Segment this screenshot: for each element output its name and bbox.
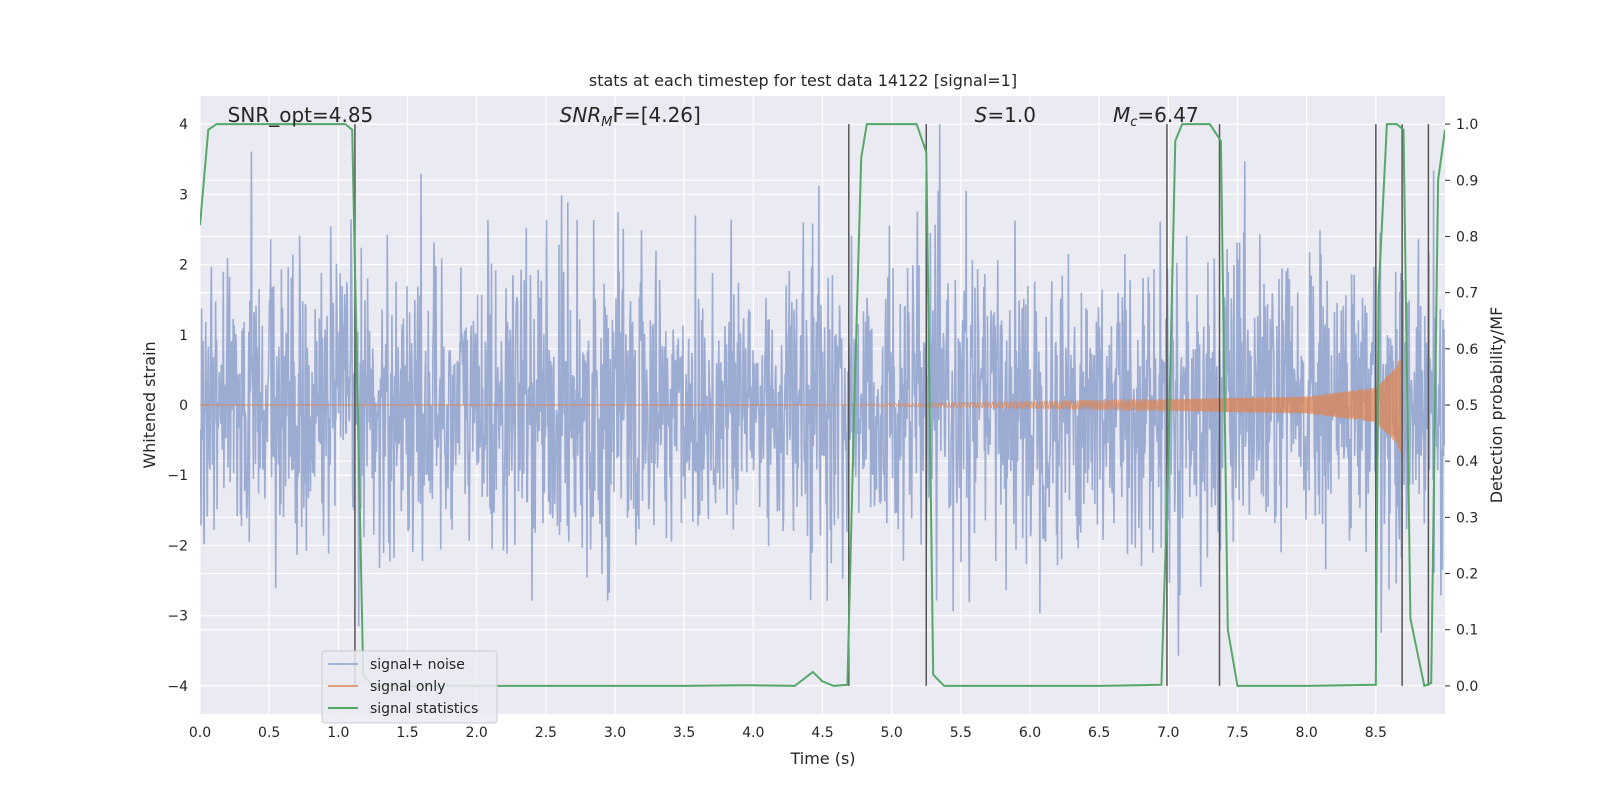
y-left-tick-label: 3 [179, 187, 188, 203]
x-tick-label: 0.5 [258, 725, 280, 741]
x-tick-label: 2.5 [535, 725, 557, 741]
y-right-tick-label: 0.6 [1456, 342, 1478, 358]
y-right-tick-label: 0.8 [1456, 229, 1478, 245]
x-tick-label: 7.0 [1157, 725, 1179, 741]
x-tick-label: 8.0 [1296, 725, 1318, 741]
y-axis-right: 0.0 0.1 0.2 0.3 0.4 0.5 0.6 0.7 0.8 0.9 1.0 [1445, 117, 1478, 695]
y-left-tick-label: 4 [179, 117, 188, 133]
y-left-tick-label: 0 [179, 398, 188, 414]
y-left-tick-label: −4 [167, 679, 188, 695]
x-tick-label: 4.5 [811, 725, 833, 741]
chart-title: stats at each timestep for test data 141… [589, 71, 1017, 90]
x-tick-label: 1.5 [396, 725, 418, 741]
y-left-tick-label: 2 [179, 258, 188, 274]
legend-box [321, 650, 498, 724]
x-tick-label: 8.5 [1365, 725, 1387, 741]
y-right-tick-label: 0.5 [1456, 398, 1478, 414]
y-left-tick-label: −2 [167, 538, 188, 554]
y-left-tick-label: −3 [167, 609, 188, 625]
series-signal-only [822, 359, 1402, 454]
y-right-tick-label: 0.7 [1456, 286, 1478, 302]
annotation-s-value: S=1.0 [975, 103, 1036, 127]
legend-label: signal+ noise [370, 657, 465, 673]
y-right-tick-label: 0.4 [1456, 454, 1478, 470]
y-right-tick-label: 0.1 [1456, 623, 1478, 639]
annotations: SNR_opt=4.85 SNRMF=[4.26] S=1.0 Mc=6.47 [228, 103, 1199, 130]
y-axis-left-label: Whitened strain [140, 341, 159, 468]
x-tick-label: 0.0 [189, 725, 211, 741]
y-right-tick-label: 0.3 [1456, 510, 1478, 526]
legend: signal+ noise signal only signal statistic… [321, 650, 498, 724]
y-right-tick-label: 0.2 [1456, 567, 1478, 583]
legend-label: signal statistics [370, 701, 478, 717]
x-tick-label: 4.0 [742, 725, 764, 741]
x-tick-label: 6.0 [1019, 725, 1041, 741]
y-right-tick-label: 0.9 [1456, 173, 1478, 189]
x-tick-label: 2.0 [466, 725, 488, 741]
x-tick-label: 1.0 [327, 725, 349, 741]
x-axis: 0.0 0.5 1.0 1.5 2.0 2.5 3.0 3.5 4.0 4.5 5.0 5.5 6.0 6… [189, 725, 1387, 741]
annotation-snr-mf: SNRMF=[4.26] [560, 103, 701, 130]
y-axis-right-label: Detection probability/MF [1487, 307, 1506, 504]
y-axis-left: −4 −3 −2 −1 0 1 2 3 4 [167, 117, 188, 695]
x-axis-label: Time (s) [789, 749, 855, 768]
legend-label: signal only [370, 679, 445, 695]
x-tick-label: 6.5 [1088, 725, 1110, 741]
x-tick-label: 7.5 [1226, 725, 1248, 741]
x-tick-label: 5.5 [950, 725, 972, 741]
y-right-tick-label: 1.0 [1456, 117, 1478, 133]
annotation-mc-value: Mc=6.47 [1113, 103, 1199, 130]
y-left-tick-label: −1 [167, 468, 188, 484]
annotation-snr-opt: SNR_opt=4.85 [228, 103, 374, 127]
x-tick-label: 3.0 [604, 725, 626, 741]
x-tick-label: 5.0 [881, 725, 903, 741]
x-tick-label: 3.5 [673, 725, 695, 741]
y-left-tick-label: 1 [179, 328, 188, 344]
y-right-tick-label: 0.0 [1456, 679, 1478, 695]
